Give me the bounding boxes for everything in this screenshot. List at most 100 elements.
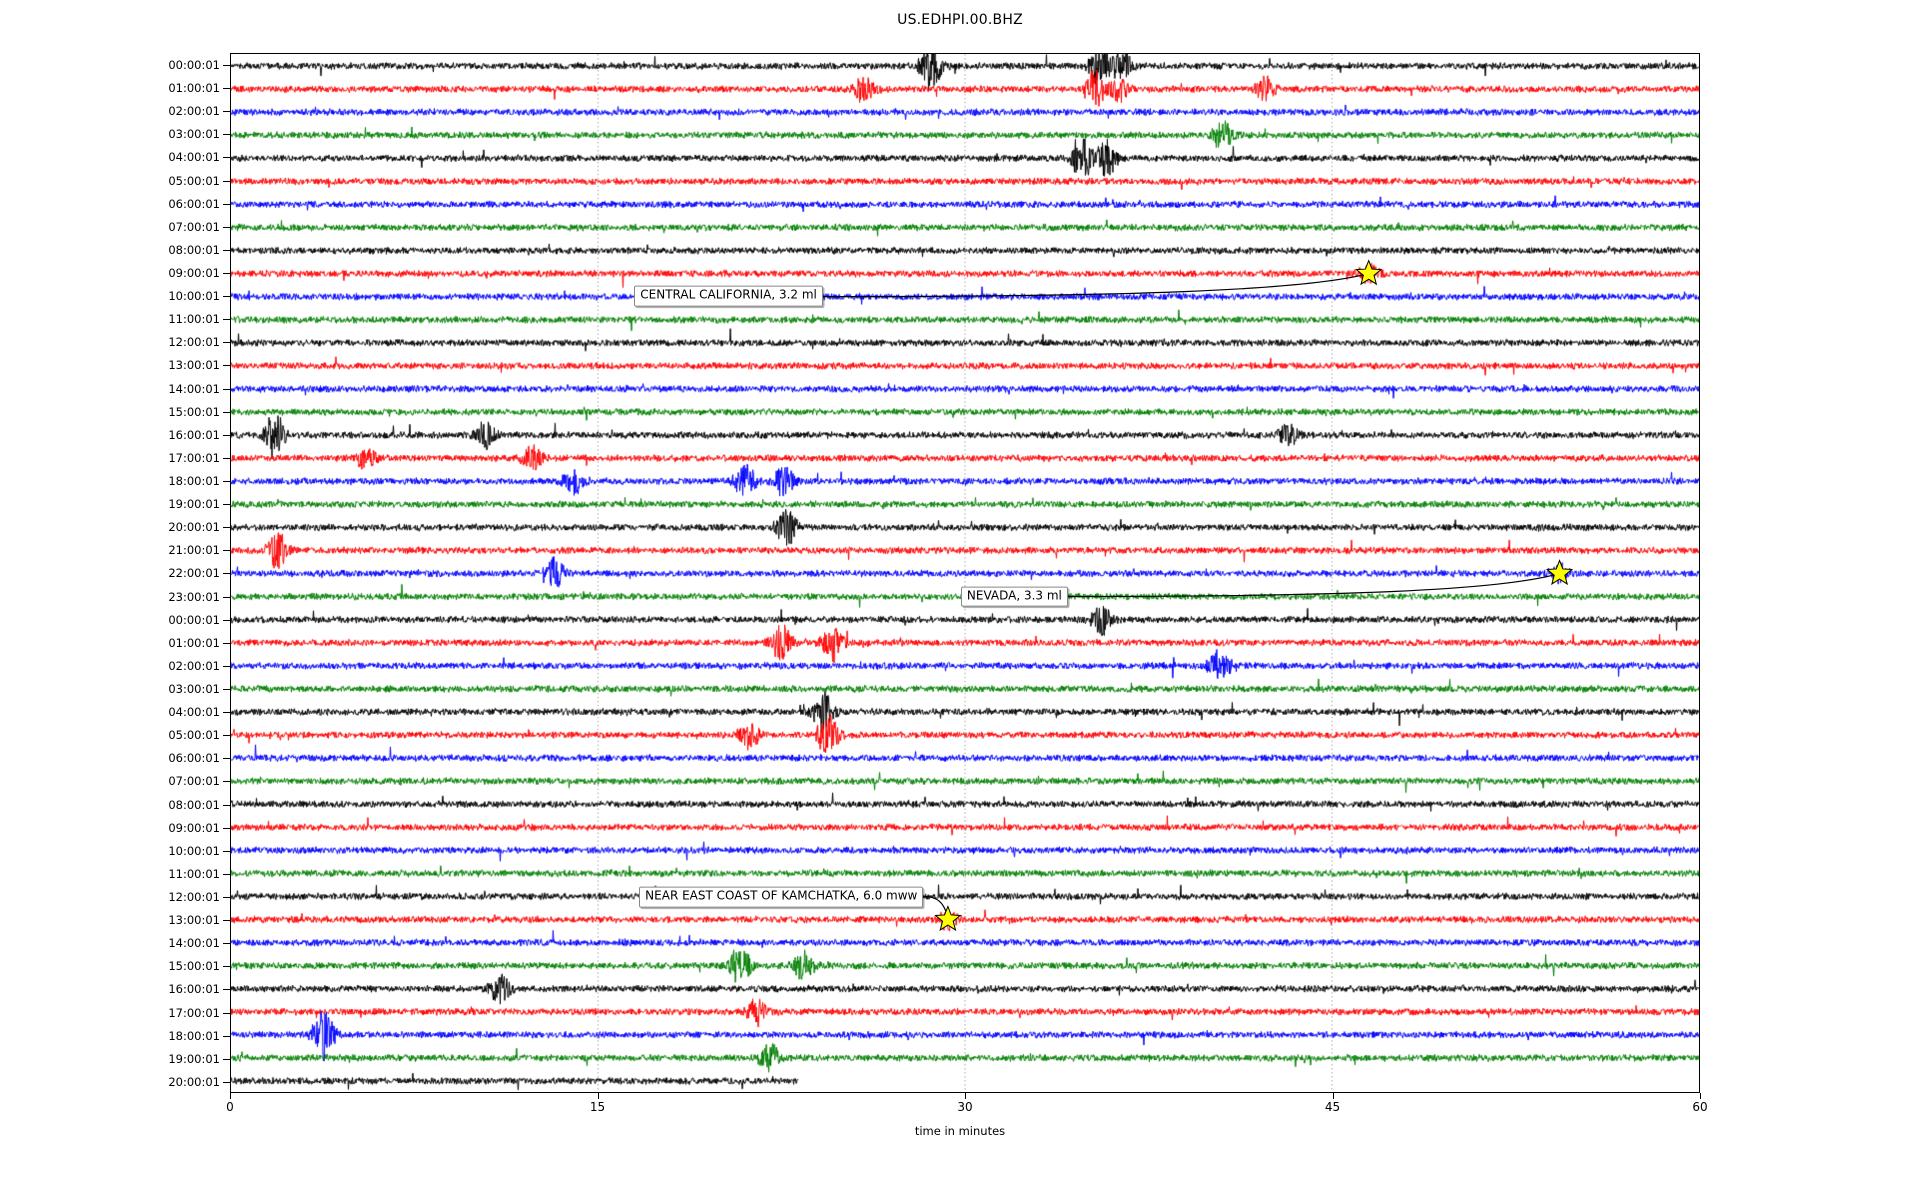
grid-lines — [597, 54, 1333, 1092]
event-star-marker[interactable] — [934, 905, 962, 932]
y-axis-label: 14:00:01 — [168, 936, 220, 951]
y-axis-tick — [223, 1035, 230, 1037]
event-label-box[interactable]: NEVADA, 3.3 ml — [960, 586, 1068, 607]
event-label-box[interactable]: NEAR EAST COAST OF KAMCHATKA, 6.0 mww — [639, 886, 924, 908]
y-axis-tick — [223, 157, 230, 159]
y-axis-label: 15:00:01 — [168, 404, 220, 419]
y-axis-tick — [223, 689, 230, 691]
y-axis-tick — [223, 504, 230, 506]
y-axis-label: 01:00:01 — [168, 635, 220, 650]
y-axis-tick — [223, 319, 230, 321]
y-axis-label: 21:00:01 — [168, 543, 220, 558]
y-axis-label: 17:00:01 — [168, 450, 220, 465]
y-axis-tick — [223, 342, 230, 344]
y-axis-tick — [223, 203, 230, 205]
y-axis-tick — [223, 296, 230, 298]
y-axis-label: 12:00:01 — [168, 335, 220, 350]
y-axis-label: 10:00:01 — [168, 843, 220, 858]
y-axis-tick — [223, 249, 230, 251]
y-axis-tick — [223, 1081, 230, 1083]
y-axis-label: 05:00:01 — [168, 173, 220, 188]
y-axis-label: 20:00:01 — [168, 520, 220, 535]
y-axis-label: 12:00:01 — [168, 890, 220, 905]
x-axis-tick — [230, 1093, 231, 1099]
y-axis-tick — [223, 619, 230, 621]
y-axis-tick — [223, 827, 230, 829]
x-axis-tick — [597, 1093, 599, 1099]
y-axis-label: 22:00:01 — [168, 566, 220, 581]
y-axis-tick — [223, 850, 230, 852]
y-axis-label: 08:00:01 — [168, 797, 220, 812]
y-axis-tick — [223, 365, 230, 367]
y-axis-tick — [223, 111, 230, 113]
y-axis-label: 00:00:01 — [168, 58, 220, 73]
y-axis-label: 13:00:01 — [168, 358, 220, 373]
y-axis-label: 20:00:01 — [168, 1074, 220, 1089]
x-axis-tick-label: 0 — [226, 1100, 234, 1114]
x-axis-tick-label: 15 — [589, 1100, 606, 1114]
event-label-box[interactable]: CENTRAL CALIFORNIA, 3.2 ml — [634, 285, 823, 307]
y-axis-tick — [223, 1058, 230, 1060]
y-axis-tick — [223, 735, 230, 737]
x-axis-tick — [1332, 1093, 1334, 1099]
y-axis-tick — [223, 665, 230, 667]
y-axis-tick — [223, 1012, 230, 1014]
y-axis-tick — [223, 966, 230, 968]
y-axis-tick — [223, 273, 230, 275]
y-axis-tick — [223, 550, 230, 552]
y-axis-tick — [223, 527, 230, 529]
y-axis-label: 07:00:01 — [168, 219, 220, 234]
y-axis-tick — [223, 712, 230, 714]
y-axis-label: 03:00:01 — [168, 682, 220, 697]
y-axis-label: 06:00:01 — [168, 751, 220, 766]
y-axis-label: 04:00:01 — [168, 705, 220, 720]
page-title: US.EDHPI.00.BHZ — [897, 12, 1023, 28]
y-axis-label: 18:00:01 — [168, 1028, 220, 1043]
event-star-marker[interactable] — [1355, 259, 1383, 286]
y-axis-label: 09:00:01 — [168, 266, 220, 281]
y-axis-label: 18:00:01 — [168, 474, 220, 489]
event-leader-line — [1067, 572, 1560, 598]
y-axis-label: 11:00:01 — [168, 312, 220, 327]
y-axis-tick — [223, 873, 230, 875]
y-axis-label: 06:00:01 — [168, 196, 220, 211]
x-axis-tick — [965, 1093, 966, 1099]
x-axis-tick — [1700, 1093, 1701, 1099]
y-axis-tick — [223, 920, 230, 922]
y-axis-label: 04:00:01 — [168, 150, 220, 165]
y-axis-label: 14:00:01 — [168, 381, 220, 396]
event-markers-layer — [823, 259, 1574, 932]
y-axis-label: 10:00:01 — [168, 289, 220, 304]
x-axis-tick-label: 60 — [1692, 1100, 1708, 1114]
y-axis-tick — [223, 226, 230, 228]
y-axis-tick — [223, 457, 230, 459]
plot-area — [230, 53, 1700, 1093]
event-star-marker[interactable] — [1545, 559, 1574, 586]
y-axis-label: 19:00:01 — [168, 497, 220, 512]
y-axis-tick — [223, 134, 230, 136]
y-axis-label: 16:00:01 — [168, 982, 220, 997]
y-axis-tick — [223, 596, 230, 598]
y-axis-label: 02:00:01 — [168, 104, 220, 119]
y-axis-label: 17:00:01 — [168, 1005, 220, 1020]
y-axis-tick — [223, 758, 230, 760]
x-axis-tick-label: 45 — [1324, 1100, 1341, 1114]
y-axis-label: 15:00:01 — [168, 959, 220, 974]
y-axis-label: 07:00:01 — [168, 774, 220, 789]
y-axis-tick — [223, 65, 230, 67]
y-axis-tick — [223, 573, 230, 575]
y-axis-tick — [223, 897, 230, 899]
y-axis-label: 03:00:01 — [168, 127, 220, 142]
y-axis-label: 02:00:01 — [168, 658, 220, 673]
y-axis-tick — [223, 804, 230, 806]
y-axis-label: 13:00:01 — [168, 913, 220, 928]
y-axis-label: 05:00:01 — [168, 728, 220, 743]
y-axis-label: 00:00:01 — [168, 612, 220, 627]
y-axis-tick — [223, 943, 230, 945]
y-axis-tick — [223, 434, 230, 436]
y-axis-tick — [223, 388, 230, 390]
y-axis-tick — [223, 989, 230, 991]
y-axis-tick — [223, 781, 230, 783]
event-leader-line — [823, 273, 1369, 298]
